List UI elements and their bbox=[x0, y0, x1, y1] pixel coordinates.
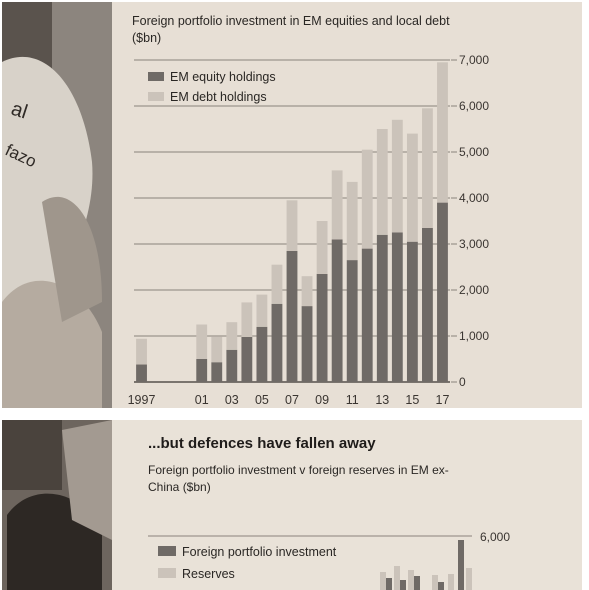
bar-debt-2012 bbox=[361, 149, 373, 249]
legend-swatch bbox=[148, 92, 164, 101]
chart-panel-1: al fazo Foreign portfolio investment in … bbox=[2, 2, 582, 408]
bar-equity-2002 bbox=[211, 362, 223, 382]
bar-debt-2010 bbox=[331, 170, 343, 240]
bar-equity-1997 bbox=[136, 364, 147, 382]
bar-debt-2009 bbox=[316, 221, 328, 274]
x-tick-label: 05 bbox=[255, 393, 269, 407]
chart2-plot: 6,000 Foreign portfolio investment Reserve… bbox=[148, 530, 510, 590]
bar-equity-2008 bbox=[301, 306, 313, 382]
bar-debt-2002 bbox=[211, 336, 223, 363]
y-tick-label: 0 bbox=[459, 375, 466, 389]
bar-debt-2011 bbox=[346, 181, 358, 261]
y-tick-label: 6,000 bbox=[480, 530, 510, 544]
legend-label: EM debt holdings bbox=[170, 90, 267, 104]
bar-debt-2013 bbox=[376, 129, 388, 235]
bar-debt-2014 bbox=[391, 119, 403, 233]
y-tick-label: 1,000 bbox=[459, 329, 489, 343]
bar-equity-2003 bbox=[226, 349, 238, 382]
bar-equity-2016 bbox=[422, 227, 433, 382]
x-tick-label: 01 bbox=[195, 393, 209, 407]
chart2-title: ...but defences have fallen away bbox=[148, 435, 376, 452]
background-photo-2 bbox=[2, 420, 112, 590]
x-tick-label: 15 bbox=[405, 393, 419, 407]
legend-label: Foreign portfolio investment bbox=[182, 545, 337, 559]
bar-partial-4 bbox=[408, 570, 414, 590]
bar-partial-0 bbox=[380, 572, 386, 590]
chart1-plot: 0 1,000 2,000 3,000 4,000 5,000 6,000 7,000 1997… bbox=[128, 53, 490, 407]
x-tick-label: 09 bbox=[315, 393, 329, 407]
bar-equity-2014 bbox=[391, 232, 403, 382]
bar-debt-2016 bbox=[422, 108, 433, 228]
bar-debt-2015 bbox=[406, 133, 418, 242]
bar-equity-2004 bbox=[241, 336, 253, 382]
bar-equity-2010 bbox=[331, 239, 343, 382]
bar-equity-2015 bbox=[406, 241, 418, 382]
bar-debt-2003 bbox=[226, 322, 238, 350]
bar-equity-2012 bbox=[361, 248, 373, 382]
legend-swatch bbox=[158, 546, 176, 556]
legend-swatch bbox=[148, 72, 164, 81]
bar-partial-7 bbox=[438, 582, 444, 590]
legend-label: EM equity holdings bbox=[170, 70, 276, 84]
bar-debt-2004 bbox=[241, 302, 253, 337]
legend-label: Reserves bbox=[182, 567, 235, 581]
bar-equity-2001 bbox=[196, 359, 208, 382]
bar-debt-1997 bbox=[136, 338, 147, 365]
bar-partial-8 bbox=[448, 574, 454, 590]
bar-partial-10 bbox=[466, 568, 472, 590]
x-tick-label: 07 bbox=[285, 393, 299, 407]
bar-debt-2001 bbox=[196, 324, 208, 359]
photo-text-1: al bbox=[8, 98, 30, 124]
x-tick-label: 17 bbox=[436, 393, 450, 407]
bar-debt-2006 bbox=[271, 264, 283, 304]
x-tick-label: 1997 bbox=[128, 393, 156, 407]
chart-panel-2: ...but defences have fallen away Foreign… bbox=[2, 420, 582, 590]
bar-equity-2017 bbox=[437, 202, 448, 382]
y-tick-label: 3,000 bbox=[459, 237, 489, 251]
bar-partial-6 bbox=[432, 575, 438, 590]
bar-partial-9 bbox=[458, 540, 464, 590]
bar-debt-2005 bbox=[256, 294, 268, 327]
bar-equity-2009 bbox=[316, 273, 328, 382]
bar-partial-3 bbox=[400, 580, 406, 590]
chart2-subtitle: Foreign portfolio investment v foreign r… bbox=[148, 463, 449, 494]
bar-partial-1 bbox=[386, 578, 392, 590]
bar-equity-2005 bbox=[256, 326, 268, 382]
chart1-title: Foreign portfolio investment in EM equit… bbox=[132, 14, 450, 45]
x-tick-label: 03 bbox=[225, 393, 239, 407]
bar-equity-2006 bbox=[271, 303, 283, 382]
legend-swatch bbox=[158, 568, 176, 578]
y-tick-label: 6,000 bbox=[459, 99, 489, 113]
bar-equity-2011 bbox=[346, 260, 358, 382]
y-tick-label: 4,000 bbox=[459, 191, 489, 205]
y-tick-label: 5,000 bbox=[459, 145, 489, 159]
bar-equity-2013 bbox=[376, 234, 388, 382]
bar-debt-2007 bbox=[286, 200, 298, 251]
bar-debt-2017 bbox=[437, 62, 448, 203]
y-tick-label: 7,000 bbox=[459, 53, 489, 67]
x-tick-label: 13 bbox=[375, 393, 389, 407]
background-photo: al fazo bbox=[2, 2, 112, 408]
bar-debt-2008 bbox=[301, 276, 313, 307]
bar-partial-5 bbox=[414, 576, 420, 590]
bar-equity-2007 bbox=[286, 250, 298, 382]
x-tick-label: 11 bbox=[346, 393, 359, 407]
y-tick-label: 2,000 bbox=[459, 283, 489, 297]
bar-partial-2 bbox=[394, 566, 400, 590]
